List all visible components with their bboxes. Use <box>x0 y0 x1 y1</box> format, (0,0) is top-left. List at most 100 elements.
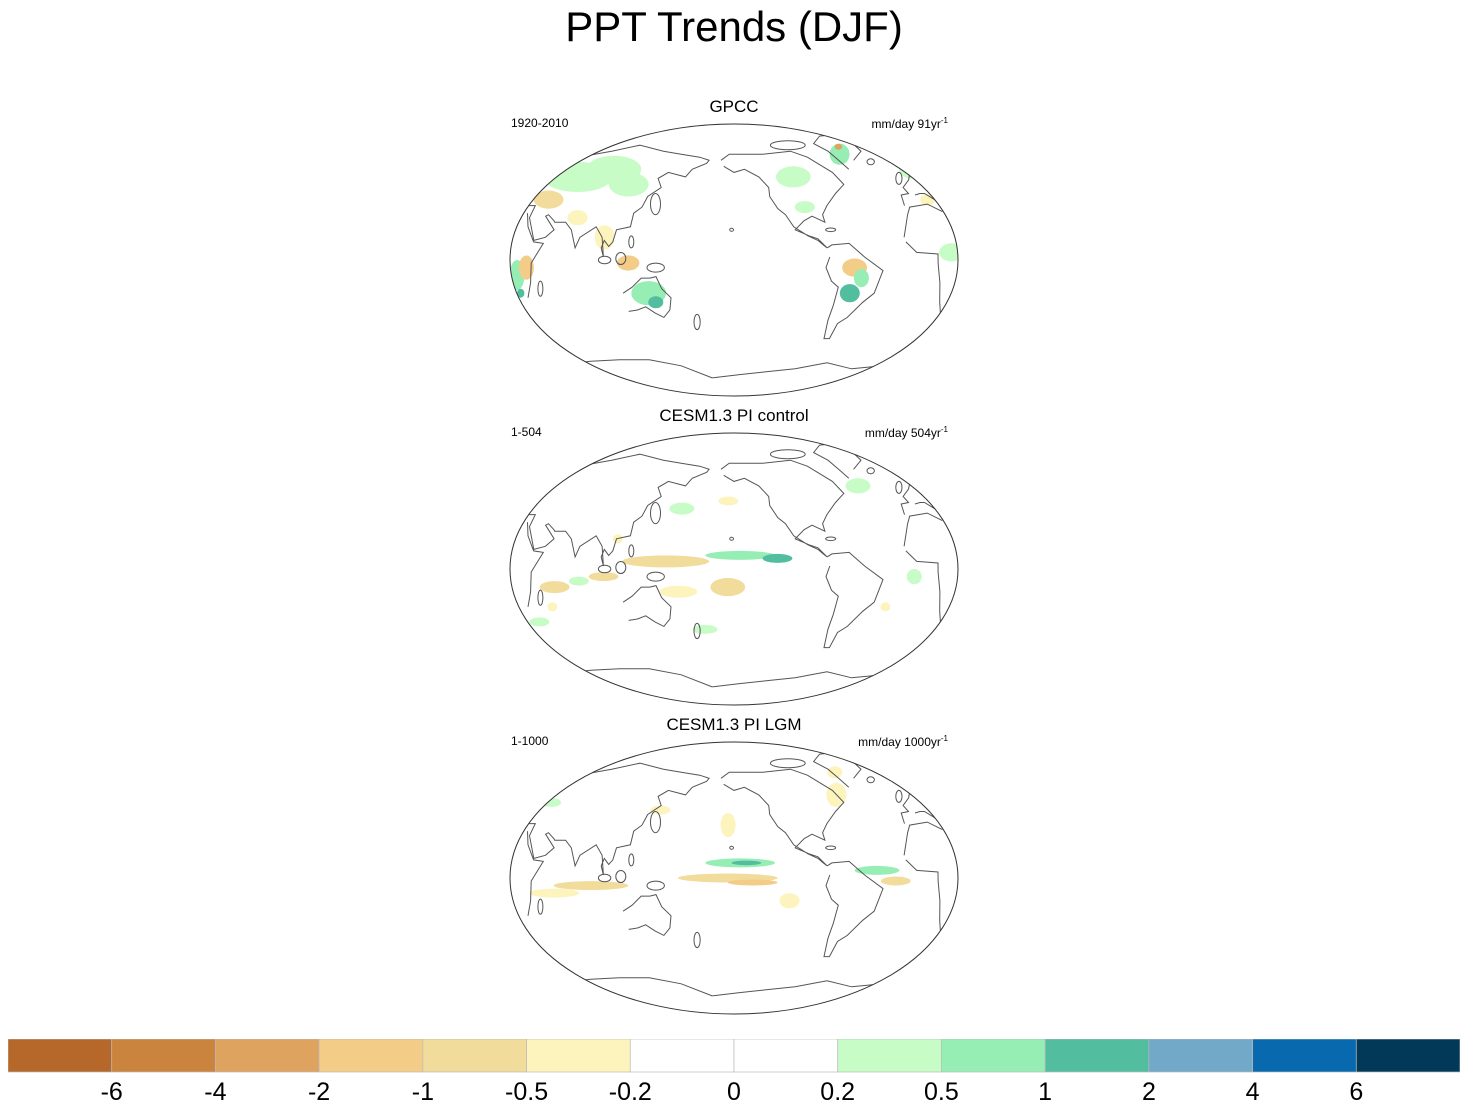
trend-patch <box>779 893 800 909</box>
colorbar-swatch <box>1252 1039 1357 1073</box>
coastline-north-america <box>720 768 845 867</box>
coastline-africa <box>903 821 943 856</box>
shaded-field <box>529 766 911 909</box>
coastline-philippines <box>628 853 635 867</box>
trend-patch <box>853 269 869 288</box>
trend-patch <box>727 879 778 886</box>
trend-patch <box>834 143 843 150</box>
coastline-africa <box>903 512 943 547</box>
trend-patch <box>622 555 710 568</box>
coastline-europe-asia <box>525 453 710 567</box>
map-border <box>509 432 959 706</box>
colorbar <box>8 1039 1460 1073</box>
coastline-new-zealand <box>693 931 701 949</box>
world-map <box>509 123 959 397</box>
coastline-caribbean <box>825 845 837 851</box>
colorbar-tick-label: 2 <box>1141 1078 1156 1106</box>
coastline-africa <box>527 831 545 916</box>
panel-period: 1-1000 <box>511 734 549 748</box>
colorbar-tick-label: 0.2 <box>820 1078 856 1106</box>
figure-title: PPT Trends (DJF) <box>565 3 903 50</box>
trend-patch <box>731 860 762 866</box>
colorbar-tick-label: -0.5 <box>505 1078 549 1106</box>
map-border <box>509 741 959 1015</box>
colorbar-swatch <box>629 1039 735 1073</box>
map-panel-pi-control: CESM1.3 PI control 1-504 mm/day 504yr-1 <box>508 406 960 723</box>
panel-title: CESM1.3 PI control <box>659 406 809 425</box>
coastline-uk <box>895 480 903 494</box>
coastline-uk <box>895 171 903 185</box>
trend-patch <box>547 602 558 612</box>
colorbar-swatch <box>111 1039 216 1073</box>
trend-patch <box>553 881 629 891</box>
coastline-greenland <box>812 134 862 170</box>
trend-patch <box>617 255 640 271</box>
coastline-uk <box>895 789 903 803</box>
colorbar-swatch <box>1148 1039 1253 1073</box>
coastline-north-america <box>720 459 845 558</box>
coastline-antarctica <box>564 977 713 997</box>
coastline-africa <box>527 213 545 298</box>
colorbar-tick-label: -1 <box>411 1078 435 1106</box>
coastline-greenland <box>812 443 862 479</box>
coastline-africa <box>903 203 943 238</box>
coastline-europe-asia <box>525 144 710 258</box>
trend-patch <box>588 572 619 582</box>
trend-patch <box>827 766 843 779</box>
coastline-madagascar <box>537 280 544 297</box>
coastline-antarctica <box>564 668 713 688</box>
colorbar-swatch <box>526 1039 631 1073</box>
coastline-antarctica <box>712 980 883 997</box>
coastline-new-guinea <box>646 262 665 273</box>
trend-patch <box>899 160 924 179</box>
coastline-philippines <box>628 544 635 558</box>
world-map <box>509 432 959 706</box>
colorbar-labels: -6 -4 -2 -1 -0.5 -0.2 0 0.2 0.5 1 2 4 6 <box>0 1077 1468 1109</box>
coastline-australia <box>622 585 672 628</box>
trend-patch <box>648 296 664 309</box>
panel-title: CESM1.3 PI LGM <box>666 715 802 734</box>
colorbar-swatch <box>1044 1039 1150 1073</box>
colorbar-swatch <box>318 1039 424 1073</box>
coastline-antarctica <box>712 671 883 688</box>
coastline-south-america <box>823 860 884 958</box>
coastline-canadian-archipelago <box>769 758 806 769</box>
trend-patch <box>608 172 649 197</box>
coastline-australia <box>622 894 672 937</box>
colorbar-tick-label: -4 <box>204 1078 227 1106</box>
map-panel-pi-lgm: CESM1.3 PI LGM 1-1000 mm/day 1000yr-1 <box>508 715 960 1032</box>
shaded-field <box>529 478 922 634</box>
coastline-caribbean <box>825 227 837 233</box>
coastline-hawaii <box>729 536 735 541</box>
colorbar-tick-label: -6 <box>100 1078 123 1106</box>
colorbar-tick-label: -2 <box>307 1078 331 1106</box>
coastline-iceland <box>866 776 875 784</box>
colorbar-swatch <box>422 1039 527 1073</box>
coastline-south-america <box>823 242 884 340</box>
coastline-new-guinea <box>646 880 665 891</box>
colorbar-tick-label: 0 <box>727 1078 741 1106</box>
coastline-africa <box>527 522 545 607</box>
coastline-north-america <box>720 150 845 249</box>
shaded-field <box>510 143 958 309</box>
panel-units: mm/day 504yr-1 <box>864 425 948 440</box>
colorbar-swatch <box>8 1039 113 1073</box>
trend-patch <box>692 624 718 634</box>
trend-patch <box>594 225 615 250</box>
coastline-europe-asia <box>898 773 911 824</box>
coastline-europe-asia <box>898 155 911 206</box>
trend-patch <box>529 617 550 627</box>
trend-patch <box>529 888 580 898</box>
trend-patch <box>845 478 871 494</box>
panel-period: 1-504 <box>511 425 542 439</box>
trend-patch <box>718 496 739 506</box>
coastline-canadian-archipelago <box>769 449 806 460</box>
trend-patch <box>720 813 736 838</box>
coastline-new-zealand <box>693 622 701 640</box>
colorbar-swatch <box>837 1039 942 1073</box>
trend-patch <box>880 602 891 612</box>
coastline-iceland <box>866 467 875 475</box>
coastline-borneo <box>615 870 627 883</box>
trend-patch <box>906 569 922 585</box>
trend-patch <box>880 876 911 886</box>
